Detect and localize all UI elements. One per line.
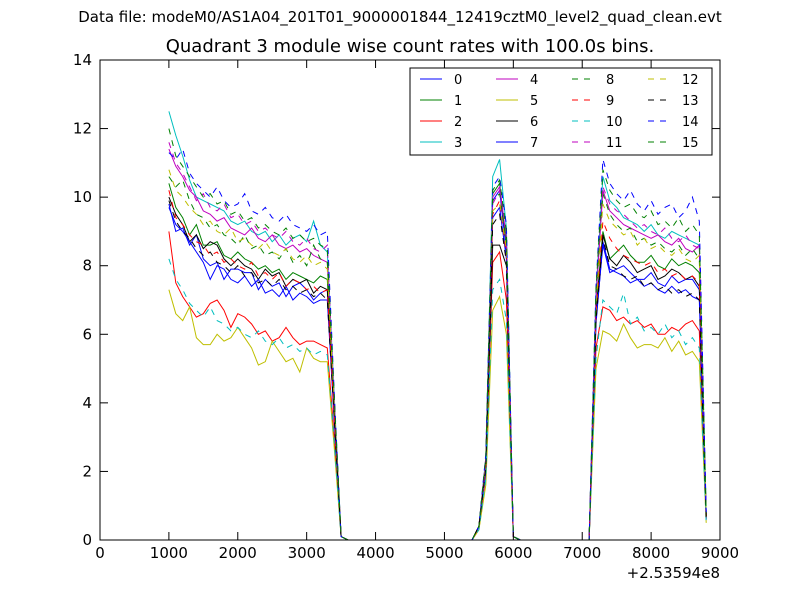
x-tick-label: 9000 xyxy=(701,544,739,562)
legend-label-12: 12 xyxy=(682,73,699,88)
y-tick-label: 8 xyxy=(82,257,92,275)
y-tick-label: 2 xyxy=(82,462,92,480)
x-tick-label: 1000 xyxy=(150,544,188,562)
y-tick-label: 12 xyxy=(73,120,92,138)
legend-label-14: 14 xyxy=(682,115,699,130)
series-line-1 xyxy=(168,181,707,541)
legend-label-0: 0 xyxy=(454,73,462,88)
x-tick-label: 5000 xyxy=(425,544,463,562)
x-tick-label: 8000 xyxy=(632,544,670,562)
x-tick-label: 4000 xyxy=(356,544,394,562)
figure-suptitle: Data file: modeM0/AS1A04_201T01_90000018… xyxy=(78,8,722,26)
legend-label-11: 11 xyxy=(606,136,623,151)
series-line-5 xyxy=(168,289,707,541)
y-tick-label: 6 xyxy=(82,325,92,343)
series-line-10 xyxy=(168,258,707,541)
legend-label-10: 10 xyxy=(606,115,623,130)
plot-frame xyxy=(99,59,721,541)
legend-label-4: 4 xyxy=(530,73,538,88)
x-tick-label: 7000 xyxy=(563,544,601,562)
legend-label-3: 3 xyxy=(454,136,462,151)
x-tick-label: 6000 xyxy=(494,544,532,562)
series-line-11 xyxy=(168,142,707,541)
series-line-8 xyxy=(168,176,707,541)
legend-label-15: 15 xyxy=(682,136,699,151)
y-tick-label: 0 xyxy=(82,531,92,549)
series-line-12 xyxy=(168,169,707,541)
chart-title: Quadrant 3 module wise count rates with … xyxy=(165,36,655,57)
series-line-15 xyxy=(168,128,707,541)
series-line-13 xyxy=(168,200,707,541)
series-line-3 xyxy=(168,111,707,541)
x-tick-label: 3000 xyxy=(288,544,326,562)
x-tick-label: 2000 xyxy=(219,544,257,562)
x-tick-label: 0 xyxy=(95,544,105,562)
legend-label-8: 8 xyxy=(606,73,614,88)
x-offset-label: +2.53594e8 xyxy=(627,564,720,582)
legend-label-13: 13 xyxy=(682,94,699,109)
legend-label-7: 7 xyxy=(530,136,538,151)
y-tick-label: 4 xyxy=(82,394,92,412)
y-tick-label: 14 xyxy=(73,51,92,69)
legend-label-9: 9 xyxy=(606,94,614,109)
legend-box xyxy=(409,67,713,156)
legend-label-6: 6 xyxy=(530,115,538,130)
legend-label-1: 1 xyxy=(454,94,462,109)
legend-label-2: 2 xyxy=(454,115,462,130)
y-tick-label: 10 xyxy=(73,188,92,206)
legend-label-5: 5 xyxy=(530,94,538,109)
